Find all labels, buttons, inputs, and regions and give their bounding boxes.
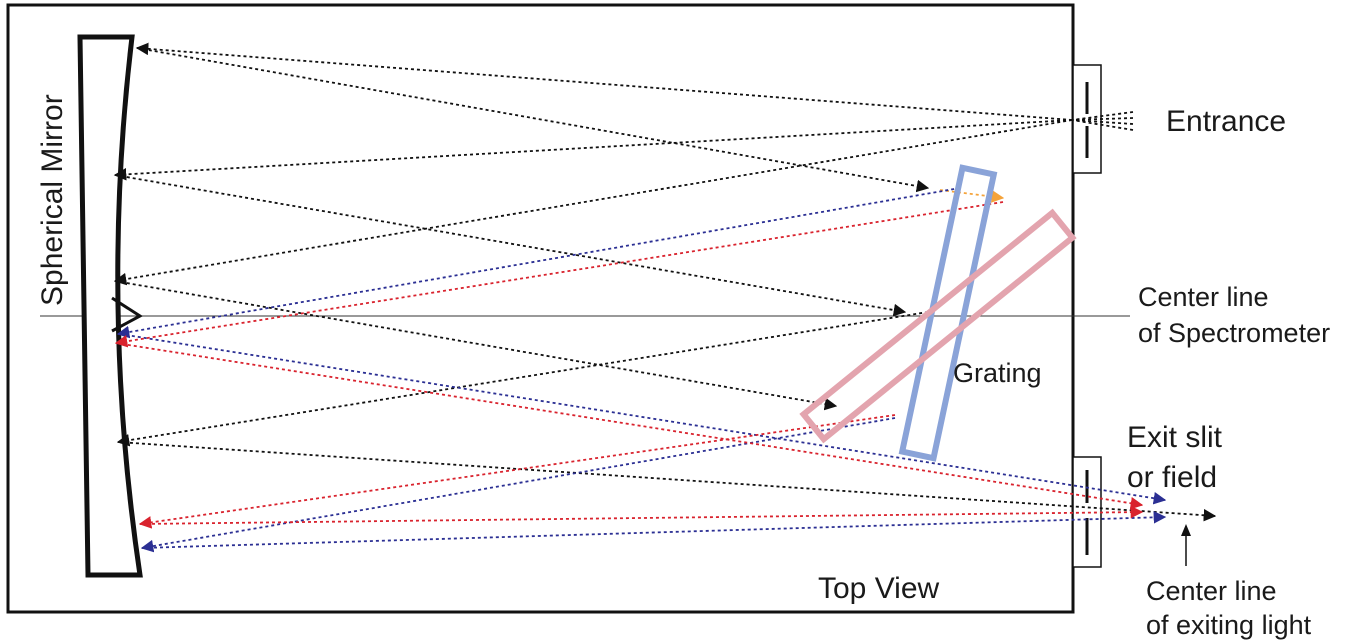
exit-centerline-pointer [1181,524,1191,566]
label-exiting-2: of exiting light [1146,610,1312,640]
label-entrance: Entrance [1166,105,1286,138]
label-top-view: Top View [818,572,940,605]
label-spherical-mirror: Spherical Mirror [36,94,69,306]
grating-pink [799,208,1077,444]
black-rays [113,42,1217,522]
orange-ray [939,189,1005,203]
label-exit-slit: Exit slit [1127,421,1223,454]
label-center-line-1: Center line [1138,282,1269,312]
label-grating: Grating [953,358,1042,388]
spectrometer-housing [6,3,1075,614]
spherical-mirror [77,34,143,578]
label-or-field: or field [1127,461,1217,494]
label-center-line-2: of Spectrometer [1138,318,1330,348]
blue-rays [116,187,1167,553]
entrance-beam-cone [1071,111,1134,131]
label-exiting-1: Center line [1146,576,1277,606]
red-rays [114,201,1144,529]
